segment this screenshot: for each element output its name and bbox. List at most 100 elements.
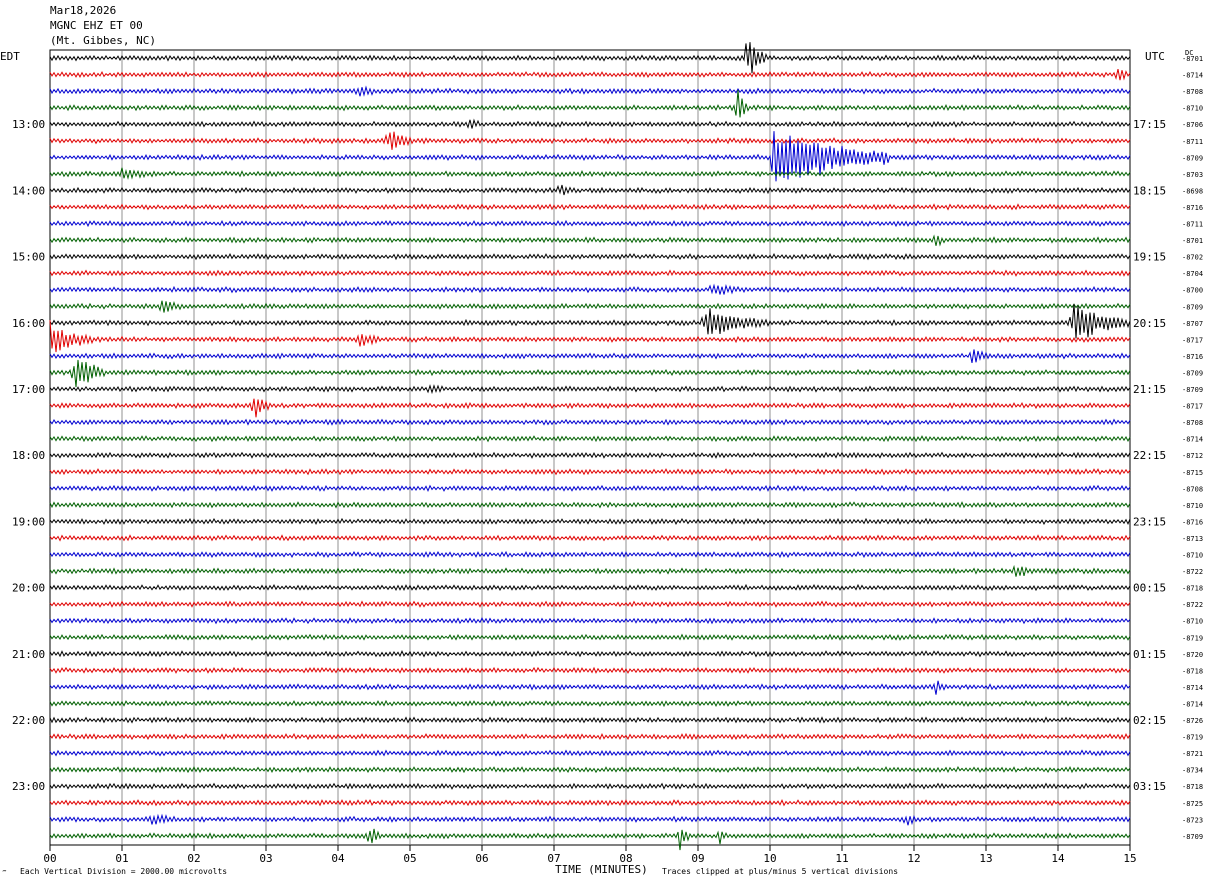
dc-offset-label: -8706: [1182, 121, 1203, 129]
trace-row: [49, 550, 1131, 559]
dc-offset-label: -8719: [1182, 634, 1203, 642]
left-hour-label: 17:00: [12, 383, 45, 396]
trace-row: [49, 203, 1131, 211]
dc-offset-label: -8714: [1182, 700, 1203, 708]
left-hour-label: 16:00: [12, 317, 45, 330]
trace-row: [49, 782, 1131, 790]
dc-offset-label: -8710: [1182, 502, 1203, 510]
scale-note: Each Vertical Division = 2000.00 microvo…: [20, 867, 228, 876]
dc-offset-label: -8726: [1182, 717, 1203, 725]
left-hour-label: 14:00: [12, 184, 45, 197]
dc-label: DC: [1185, 49, 1194, 57]
trace-row: [49, 303, 1131, 339]
trace-row: [49, 349, 1131, 363]
dc-offset-label: -8722: [1182, 568, 1203, 576]
dc-offset-label: -8717: [1182, 403, 1203, 411]
trace-row: [49, 828, 1131, 851]
plot-frame: [49, 49, 1131, 846]
trace-row: [49, 435, 1131, 443]
x-tick-label: 15: [1123, 852, 1136, 865]
right-hour-label: 02:15: [1133, 714, 1166, 727]
trace-row: [49, 359, 1131, 388]
dc-offset-label: -8710: [1182, 618, 1203, 626]
x-tick-label: 08: [619, 852, 632, 865]
right-hour-label: 03:15: [1133, 780, 1166, 793]
x-tick-label: 12: [907, 852, 920, 865]
x-tick-label: 03: [259, 852, 272, 865]
trace-row: [49, 167, 1131, 180]
trace-row: [49, 749, 1131, 757]
trace-row: [49, 418, 1131, 426]
trace-row: [49, 468, 1131, 476]
trace-row: [49, 699, 1131, 708]
dc-offset-label: -8718: [1182, 783, 1203, 791]
dc-offset-label: -8716: [1182, 204, 1203, 212]
dc-offset-label: -8712: [1182, 452, 1203, 460]
trace-row: [49, 534, 1131, 542]
dc-offset-label: -8698: [1182, 187, 1203, 195]
dc-offset-label: -8720: [1182, 651, 1203, 659]
trace-row: [49, 252, 1131, 261]
right-timezone-label: UTC: [1145, 50, 1165, 63]
trace-row: [49, 666, 1131, 674]
right-hour-label: 17:15: [1133, 118, 1166, 131]
dc-offset-label: -8709: [1182, 386, 1203, 394]
dc-offset-label: -8719: [1182, 734, 1203, 742]
left-hour-label: 19:00: [12, 515, 45, 528]
dc-offset-label: -8707: [1182, 320, 1203, 328]
trace-row: [49, 451, 1131, 459]
trace-row: [49, 501, 1131, 509]
dc-offset-label: -8723: [1182, 816, 1203, 824]
x-tick-label: 05: [403, 852, 416, 865]
trace-row: [49, 300, 1131, 313]
dc-offset-label: -8711: [1182, 221, 1203, 229]
dc-offset-label: -8704: [1182, 270, 1203, 278]
dc-offset-label: -8725: [1182, 800, 1203, 808]
trace-row: [49, 766, 1131, 774]
dc-offset-label: -8708: [1182, 485, 1203, 493]
dc-offset-label: -8710: [1182, 105, 1203, 113]
x-tick-label: 01: [115, 852, 128, 865]
right-hour-label: 19:15: [1133, 251, 1166, 264]
dc-offset-label: -8709: [1182, 369, 1203, 377]
x-tick-label: 06: [475, 852, 488, 865]
trace-row: [49, 564, 1131, 577]
trace-row: [49, 617, 1131, 625]
dc-offset-label: -8716: [1182, 518, 1203, 526]
dc-offset-label: -8721: [1182, 750, 1203, 758]
dc-offset-label: -8701: [1182, 237, 1203, 245]
dc-offset-label: -8711: [1182, 138, 1203, 146]
left-hour-label: 22:00: [12, 714, 45, 727]
right-hour-label: 23:15: [1133, 515, 1166, 528]
header-location: (Mt. Gibbes, NC): [50, 34, 156, 47]
trace-row: [49, 269, 1131, 277]
x-tick-label: 11: [835, 852, 848, 865]
right-hour-label: 20:15: [1133, 317, 1166, 330]
trace-row: [49, 484, 1131, 492]
trace-row: [49, 320, 1131, 353]
right-hour-label: 21:15: [1133, 383, 1166, 396]
trace-row: [49, 184, 1131, 196]
dc-offset-label: -8700: [1182, 287, 1203, 295]
trace-row: [49, 219, 1131, 228]
x-tick-label: 04: [331, 852, 345, 865]
trace-row: [49, 131, 1131, 182]
trace-row: [49, 398, 1131, 418]
trace-row: [49, 680, 1131, 695]
dc-offset-label: -8714: [1182, 436, 1203, 444]
trace-row: [49, 283, 1131, 295]
dc-offset-label: -8702: [1182, 254, 1203, 262]
x-tick-label: 00: [43, 852, 56, 865]
dc-offset-label: -8713: [1182, 535, 1203, 543]
left-hour-label: 18:00: [12, 449, 45, 462]
dc-offset-label: -8714: [1182, 684, 1203, 692]
dc-offset-label: -8709: [1182, 833, 1203, 841]
x-tick-label: 09: [691, 852, 704, 865]
x-axis-title: TIME (MINUTES): [555, 863, 648, 876]
x-tick-label: 13: [979, 852, 992, 865]
trace-row: [49, 89, 1131, 118]
dc-offset-label: -8709: [1182, 154, 1203, 162]
right-hour-label: 01:15: [1133, 648, 1166, 661]
x-tick-label: 07: [547, 852, 560, 865]
